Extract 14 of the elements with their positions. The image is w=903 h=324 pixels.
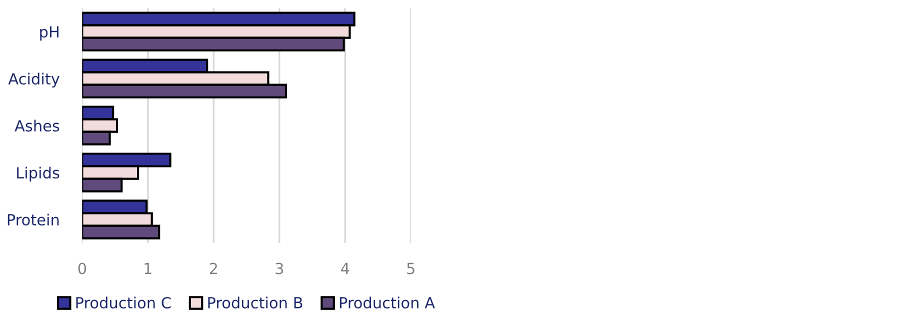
x-tick-label: 5 xyxy=(407,262,414,274)
y-tick-label: Ashes xyxy=(14,120,60,132)
x-tick-label: 2 xyxy=(210,262,217,274)
y-tick-label: Protein xyxy=(8,214,59,226)
x-tick-label: 0 xyxy=(78,262,86,274)
y-tick-label: Acidity xyxy=(8,72,60,88)
x-tick-label: 3 xyxy=(276,262,284,274)
x-tick-label: 1 xyxy=(144,262,152,274)
x-tick-label: 4 xyxy=(341,262,350,274)
y-tick-label: Lipids xyxy=(17,166,60,182)
legend-label: Production C xyxy=(76,296,171,309)
legend-label: Production A xyxy=(340,296,435,309)
y-tick-label: pH xyxy=(40,26,58,41)
legend-label: Production B xyxy=(208,296,302,309)
